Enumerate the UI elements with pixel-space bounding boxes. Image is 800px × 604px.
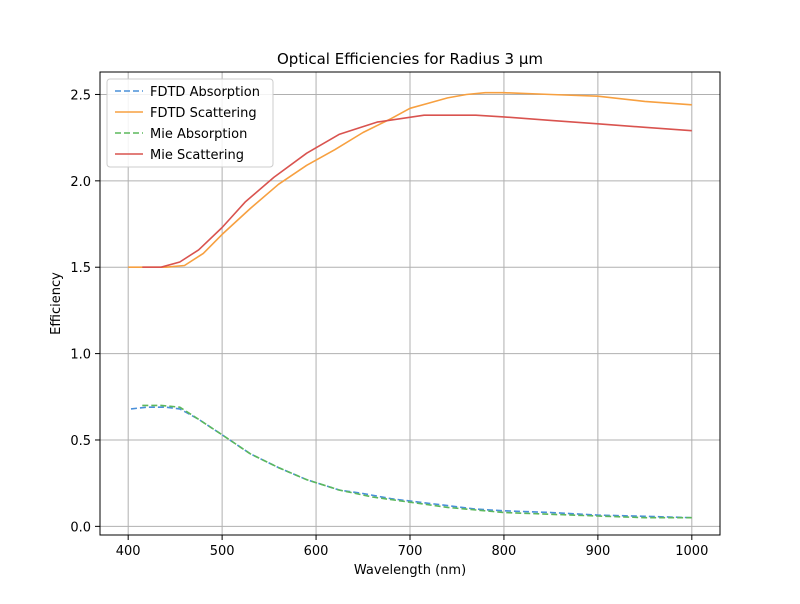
y-tick-label: 2.0: [70, 175, 91, 190]
legend-label-1: FDTD Scattering: [150, 106, 257, 121]
x-tick-label: 700: [398, 544, 423, 559]
x-tick-label: 800: [492, 544, 517, 559]
legend-label-2: Mie Absorption: [150, 127, 247, 142]
chart-title: Optical Efficiencies for Radius 3 µm: [277, 50, 543, 68]
axis-ticks: 400 500 600 700 800 900 1000 0.0 0.5 1.0 1.5 2.0 2.5: [70, 88, 708, 559]
legend-label-3: Mie Scattering: [150, 148, 244, 163]
series-lines: [128, 91, 692, 519]
x-tick-label: 500: [210, 544, 235, 559]
x-tick-label: 400: [116, 544, 141, 559]
y-axis-label: Efficiency: [49, 272, 64, 335]
legend-box: [106, 78, 274, 168]
grid: [100, 72, 720, 535]
legend: FDTD Absorption FDTD Scattering Mie Absorp…: [106, 78, 274, 168]
y-tick-label: 1.5: [70, 261, 91, 276]
y-tick-label: 0.0: [70, 520, 91, 535]
legend-label-0: FDTD Absorption: [150, 85, 260, 100]
y-tick-label: 1.0: [70, 348, 91, 363]
series-line-3: [142, 114, 692, 269]
x-tick-label: 900: [585, 544, 610, 559]
y-tick-label: 2.5: [70, 88, 91, 103]
series-line-0: [130, 406, 692, 519]
x-axis-label: Wavelength (nm): [354, 563, 466, 578]
series-line-2: [142, 404, 692, 519]
series-line-1: [128, 91, 692, 269]
x-tick-label: 600: [304, 544, 329, 559]
x-tick-label: 1000: [675, 544, 708, 559]
y-tick-label: 0.5: [70, 434, 91, 449]
